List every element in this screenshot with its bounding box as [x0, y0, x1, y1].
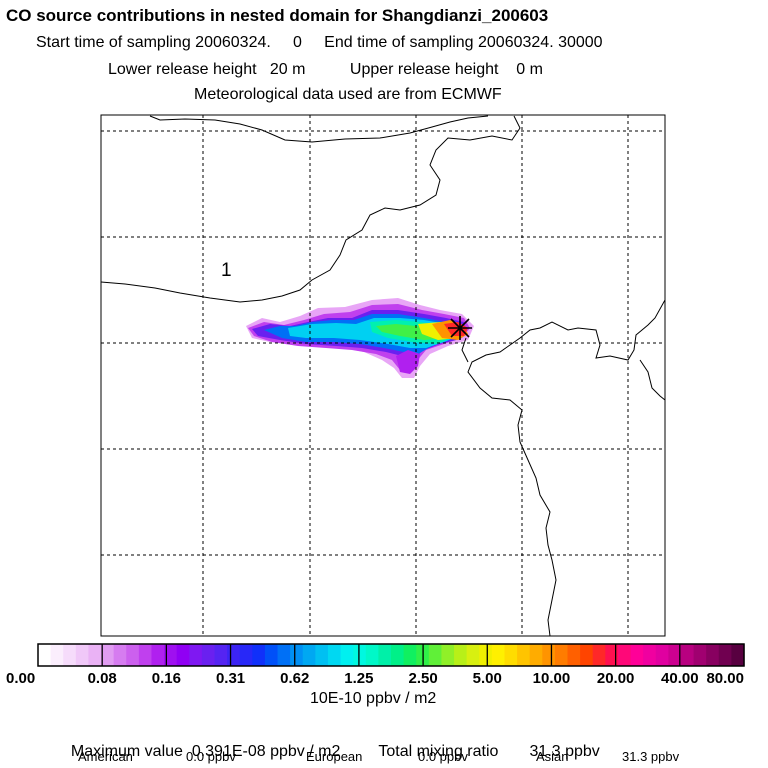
colorbar-tick-label: 5.00 — [473, 670, 502, 687]
colorbar-swatch — [353, 644, 367, 666]
colorbar-swatch — [88, 644, 102, 666]
plume-contour — [396, 350, 420, 374]
colorbar-swatch — [201, 644, 216, 666]
plume-field — [246, 298, 474, 378]
border-line-east-north — [101, 115, 521, 303]
colorbar-swatch — [290, 644, 304, 666]
colorbar-swatch — [655, 644, 669, 666]
region-value: 0.0 ppbv — [186, 749, 236, 764]
colorbar-tick-label: 0.00 — [6, 670, 35, 687]
colorbar-swatch — [517, 644, 531, 666]
colorbar-swatch — [617, 644, 632, 666]
colorbar-tick-label: 0.08 — [88, 670, 117, 687]
colorbar-swatch — [75, 644, 90, 666]
colorbar-swatch — [38, 644, 52, 666]
colorbar-swatch — [277, 644, 291, 666]
colorbar-tick-label: 20.00 — [597, 670, 635, 687]
colorbar-swatch — [605, 644, 619, 666]
colorbar-tick-label: 2.50 — [408, 670, 437, 687]
colorbar-swatch — [113, 644, 127, 666]
region-contributions: American 0.0 ppbv European 0.0 ppbv Asian 31.… — [78, 749, 679, 764]
colorbar-swatch — [693, 644, 707, 666]
colorbar-swatch — [680, 644, 695, 666]
colorbar-swatch — [731, 644, 745, 666]
total-mixing-label: Total mixing ratio 31.3 ppbv — [378, 743, 600, 760]
colorbar-swatch — [189, 644, 203, 666]
colorbar-swatch — [239, 644, 253, 666]
colorbar-swatch — [542, 644, 556, 666]
colorbar-swatch — [63, 644, 77, 666]
colorbar-tick-label: 0.31 — [216, 670, 245, 687]
max-value-label: Maximum value 0.391E-08 ppbv / m2 — [70, 743, 341, 760]
colorbar-swatch — [264, 644, 279, 666]
colorbar-swatch — [391, 644, 405, 666]
colorbar-unit-label: 10E-10 ppbv / m2 — [310, 690, 437, 707]
colorbar-swatch — [403, 644, 417, 666]
region-name: Asian — [536, 749, 569, 764]
colorbar-swatch — [176, 644, 190, 666]
region-value: 31.3 ppbv — [622, 749, 680, 764]
colorbar-swatch — [428, 644, 443, 666]
coastline-islet — [639, 359, 665, 401]
colorbar-swatch — [706, 644, 720, 666]
colorbar-swatch — [441, 644, 455, 666]
colorbar-ticks: 0.00 0.08 0.16 0.31 0.62 1.25 2.50 5.00 10.00 20.… — [6, 644, 744, 687]
colorbar-swatch — [504, 644, 518, 666]
colorbar-swatch — [479, 644, 493, 666]
colorbar-swatch — [101, 644, 115, 666]
colorbar-swatch — [554, 644, 569, 666]
colorbar-swatch — [327, 644, 342, 666]
meteorology-line: Meteorological data used are from ECMWF — [194, 86, 502, 103]
colorbar-swatch — [630, 644, 644, 666]
region-value: 0.0 ppbv — [418, 749, 468, 764]
colorbar-swatch — [466, 644, 480, 666]
colorbar-swatch — [567, 644, 581, 666]
colorbar-swatch — [592, 644, 606, 666]
colorbar-swatch — [315, 644, 329, 666]
map-frame — [100, 114, 666, 637]
colorbar-tick-label: 0.62 — [280, 670, 309, 687]
region-name: American — [78, 749, 133, 764]
colorbar-swatch — [365, 644, 379, 666]
colorbar-tick-label: 40.00 — [661, 670, 699, 687]
colorbar-swatch — [580, 644, 594, 666]
coastline-east — [467, 299, 665, 636]
colorbar-swatch — [668, 644, 682, 666]
border-line-north — [149, 115, 489, 143]
colorbar-swatch — [126, 644, 140, 666]
colorbar-tick-label: 10.00 — [533, 670, 571, 687]
summary-line: Maximum value 0.391E-08 ppbv / m2 Total m… — [62, 725, 600, 761]
colorbar-swatch — [491, 644, 506, 666]
release-height-line: Lower release height 20 m Upper release … — [108, 61, 543, 78]
colorbar-swatch — [151, 644, 165, 666]
colorbar-swatch — [340, 644, 354, 666]
colorbar-swatch — [643, 644, 657, 666]
colorbar-swatch — [718, 644, 732, 666]
colorbar-swatch — [214, 644, 228, 666]
grid-lines — [101, 115, 665, 636]
colorbar-swatch — [227, 644, 241, 666]
colorbar-tick-label: 0.16 — [152, 670, 181, 687]
colorbar-swatch — [138, 644, 153, 666]
colorbar-tick-label: 80.00 — [706, 670, 744, 687]
coast-bay — [461, 337, 469, 363]
colorbar-swatches — [38, 644, 745, 666]
colorbar-frame — [37, 643, 745, 667]
colorbar-swatch — [252, 644, 266, 666]
colorbar-swatch — [529, 644, 543, 666]
contour-label: 1 — [221, 260, 232, 281]
colorbar-swatch — [454, 644, 468, 666]
region-name: European — [306, 749, 363, 764]
colorbar-swatch — [378, 644, 392, 666]
chart-title: CO source contributions in nested domain… — [6, 6, 549, 25]
sampling-time-line: Start time of sampling 20060324. 0 End t… — [36, 34, 603, 51]
coastlines-borders — [101, 115, 665, 636]
colorbar-swatch — [302, 644, 316, 666]
station-star-icon — [448, 316, 472, 340]
colorbar-tick-label: 1.25 — [344, 670, 373, 687]
colorbar-swatch — [50, 644, 64, 666]
colorbar-swatch — [164, 644, 178, 666]
